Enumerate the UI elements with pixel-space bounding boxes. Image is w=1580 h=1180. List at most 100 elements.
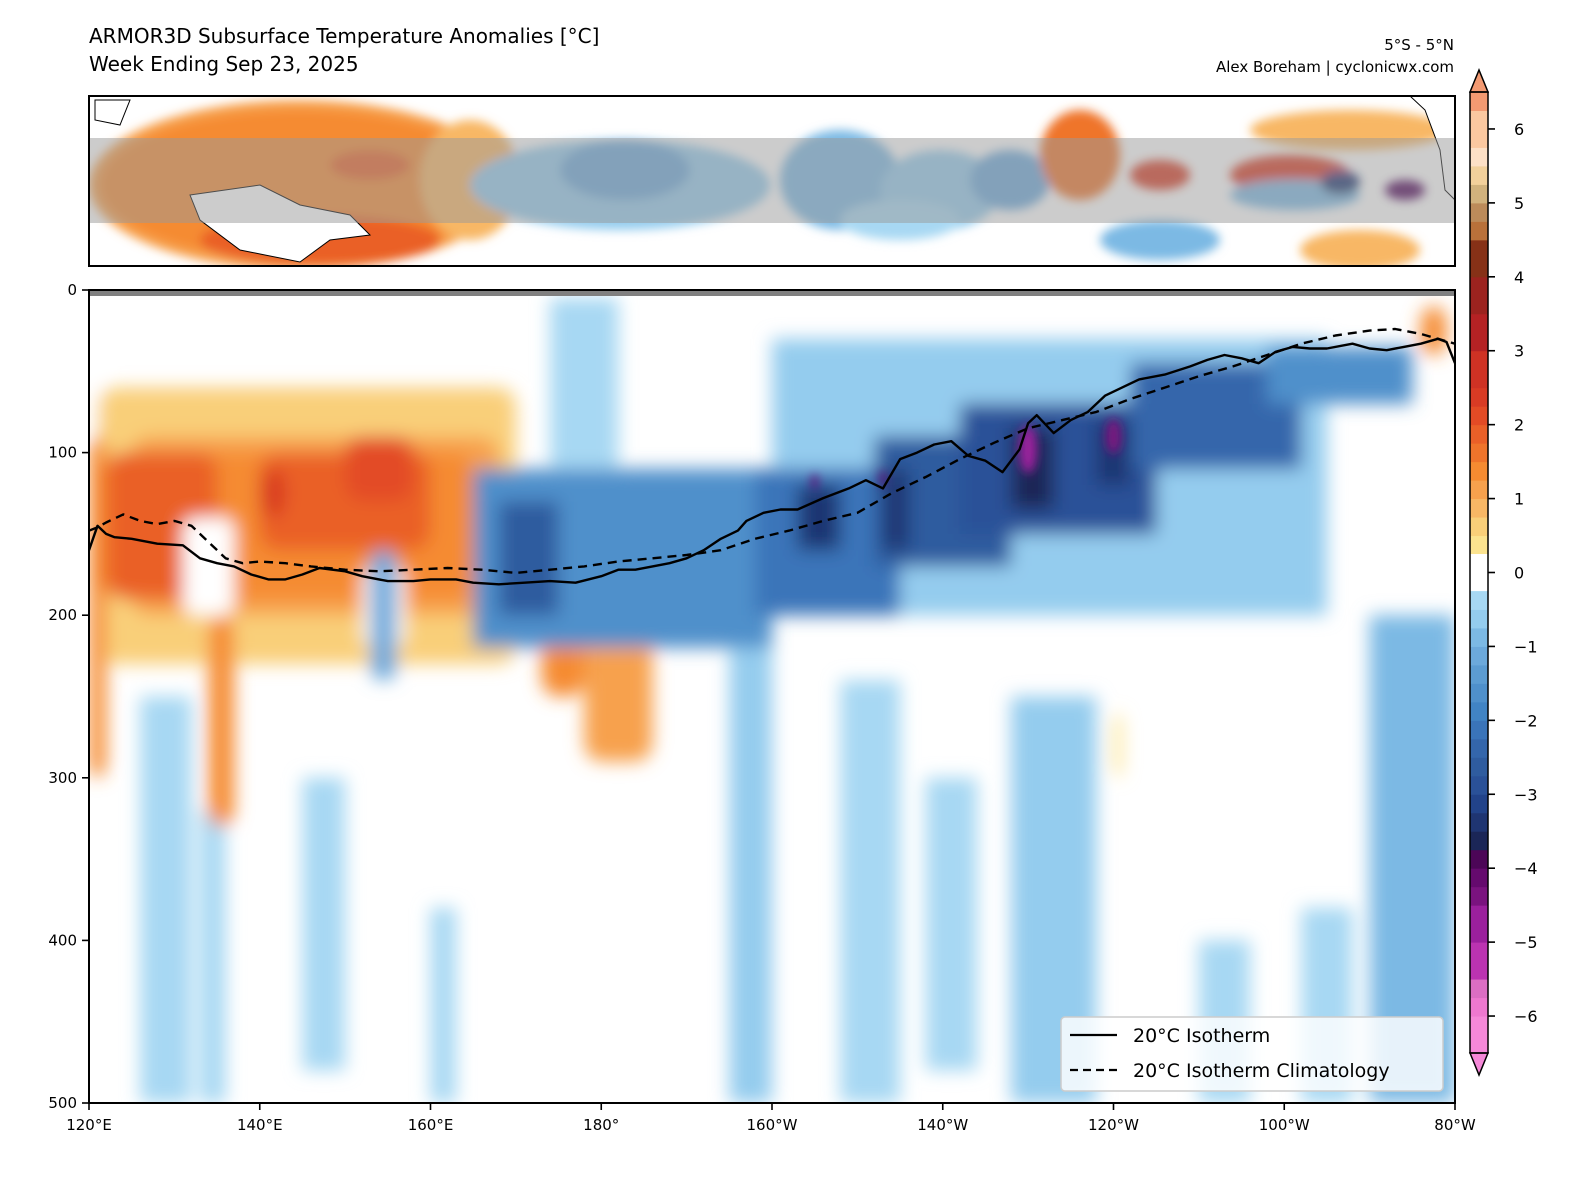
y-tick-label: 400	[48, 931, 77, 949]
colorbar-tick-label: 4	[1514, 268, 1524, 287]
field-cell	[140, 696, 192, 1103]
colorbar-extend-min	[1468, 1052, 1490, 1077]
field-cell	[302, 777, 346, 1071]
inset-land-philippines	[94, 99, 131, 126]
x-tick-label: 180°	[583, 1116, 619, 1134]
colorbar-level	[1470, 424, 1488, 444]
x-tick-label: 100°W	[1259, 1116, 1310, 1134]
field-cell	[811, 473, 818, 490]
surface-bar	[89, 290, 1455, 296]
field-cell	[345, 436, 414, 502]
colorbar-level	[1470, 942, 1488, 980]
colorbar-level	[1470, 849, 1488, 869]
colorbar-level	[1470, 443, 1488, 463]
colorbar-level	[1470, 775, 1488, 795]
colorbar-level	[1470, 517, 1488, 537]
inset-sst-blob	[1100, 220, 1220, 260]
colorbar-level	[1470, 757, 1488, 777]
field-cell	[1420, 306, 1447, 356]
y-tick-label: 500	[48, 1094, 77, 1112]
colorbar-level	[1470, 480, 1488, 500]
colorbar-tick-label: −5	[1514, 933, 1538, 952]
colorbar-extend-max	[1468, 68, 1490, 93]
colorbar-level	[1470, 701, 1488, 721]
field-cell	[1113, 712, 1123, 778]
colorbar-level	[1470, 184, 1488, 204]
colorbar-level	[1470, 406, 1488, 426]
x-tick-label: 140°W	[917, 1116, 968, 1134]
colorbar-level	[1470, 868, 1488, 888]
colorbar-tick-label: −3	[1514, 785, 1538, 804]
colorbar-tick-label: −6	[1514, 1007, 1538, 1026]
legend-label-climatology: 20°C Isotherm Climatology	[1133, 1060, 1390, 1082]
colorbar-level	[1470, 590, 1488, 610]
colorbar-level	[1470, 239, 1488, 278]
colorbar-tick-label: 2	[1514, 416, 1524, 435]
colorbar-level	[1470, 720, 1488, 740]
colorbar-level	[1470, 147, 1488, 167]
inset-sst-map	[89, 96, 1455, 266]
colorbar-tick-label: 6	[1514, 120, 1524, 139]
y-tick-label: 0	[67, 281, 77, 299]
colorbar-level	[1470, 664, 1488, 684]
colorbar-level	[1470, 886, 1488, 906]
legend-label-isotherm: 20°C Isotherm	[1133, 1025, 1270, 1047]
colorbar-level	[1470, 461, 1488, 481]
field-cell	[182, 517, 235, 616]
field-cell	[89, 436, 107, 778]
y-axis: 0 100 200 300 400 500	[48, 281, 89, 1112]
field-cell	[1105, 418, 1122, 455]
colorbar-level	[1470, 350, 1488, 389]
title-line-1: ARMOR3D Subsurface Temperature Anomalies…	[89, 24, 600, 48]
colorbar-level	[1470, 554, 1488, 591]
field-cell	[925, 777, 977, 1071]
colorbar: 6 5 4 3 2 1 0 −1 −2 −3 −4 −5 −6	[1468, 68, 1538, 1077]
isotherm-climatology-line	[89, 327, 1455, 575]
x-tick-label: 120°W	[1088, 1116, 1139, 1134]
colorbar-level	[1470, 831, 1488, 851]
colorbar-level	[1470, 794, 1488, 814]
x-tick-label: 120°E	[66, 1116, 112, 1134]
field-cell	[1130, 363, 1302, 469]
isotherm-lines	[89, 327, 1455, 586]
colorbar-level	[1470, 276, 1488, 315]
colorbar-tick-label: 5	[1514, 194, 1524, 213]
y-tick-label: 100	[48, 444, 77, 462]
colorbar-level	[1470, 627, 1488, 647]
colorbar-tick-label: −1	[1514, 637, 1538, 656]
anomaly-field	[89, 290, 1455, 1103]
field-cell	[1019, 425, 1038, 474]
colorbar-level	[1470, 738, 1488, 758]
inset-sst-blob	[1300, 230, 1420, 266]
colorbar-level	[1470, 609, 1488, 629]
author-credit: Alex Boreham | cyclonicwx.com	[1215, 58, 1454, 76]
y-tick-label: 200	[48, 606, 77, 624]
colorbar-level	[1470, 683, 1488, 703]
colorbar-level	[1470, 387, 1488, 407]
colorbar-level	[1470, 202, 1488, 222]
x-axis: 120°E 140°E 160°E 180° 160°W 140°W 120°W 100°W 8…	[66, 1103, 1476, 1134]
x-tick-label: 160°E	[408, 1116, 454, 1134]
region-label: 5°S - 5°N	[1384, 36, 1454, 54]
colorbar-level	[1470, 905, 1488, 943]
x-tick-label: 160°W	[747, 1116, 798, 1134]
colorbar-level	[1470, 498, 1488, 518]
field-cell	[797, 485, 841, 551]
colorbar-level	[1470, 92, 1488, 111]
field-cell	[89, 322, 98, 437]
inset-averaging-band	[89, 138, 1455, 223]
colorbar-tick-label: 1	[1514, 490, 1524, 509]
colorbar-tick-label: 0	[1514, 564, 1524, 583]
field-deep-layer	[89, 298, 1455, 1103]
title-line-2: Week Ending Sep 23, 2025	[89, 52, 359, 76]
field-cell	[430, 907, 457, 1103]
field-cell	[370, 550, 397, 681]
field-cell	[729, 615, 772, 1103]
inset-map-frame	[88, 95, 1456, 267]
field-cell	[498, 501, 559, 616]
field-cell	[840, 680, 901, 1103]
chart-title: ARMOR3D Subsurface Temperature Anomalies…	[89, 22, 599, 78]
colorbar-tick-label: −4	[1514, 859, 1538, 878]
x-tick-label: 80°W	[1434, 1116, 1476, 1134]
